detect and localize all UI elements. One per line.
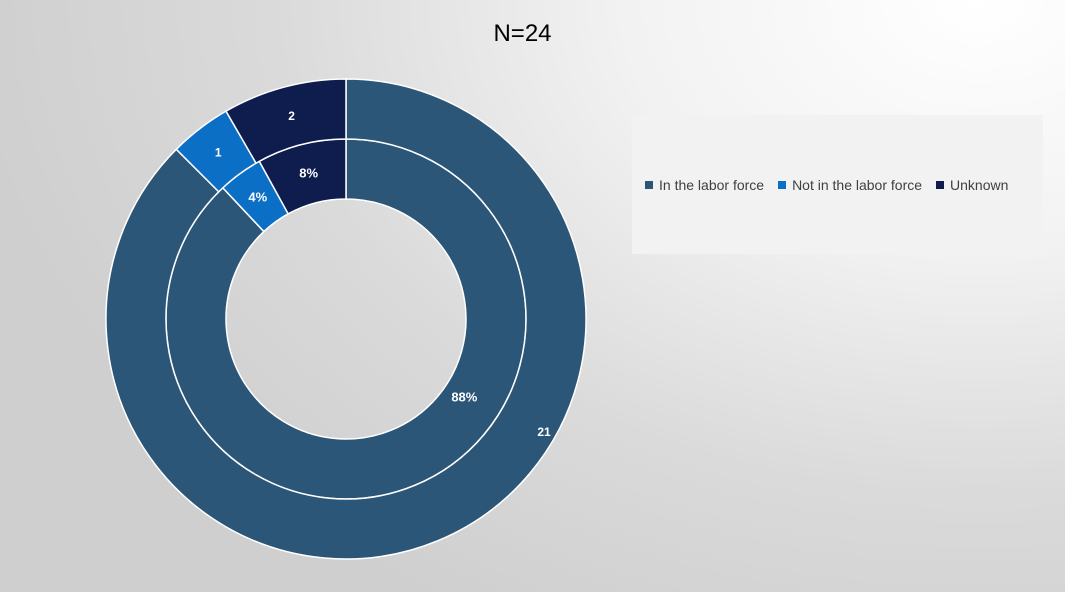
legend-box: [632, 115, 1043, 254]
inner-ring-label-not-in-labor-force: 4%: [248, 190, 267, 205]
legend-label-not-in-labor-force: Not in the labor force: [792, 177, 923, 193]
inner-ring-label-in-labor-force: 88%: [451, 389, 477, 404]
legend-label-in-labor-force: In the labor force: [659, 177, 765, 193]
legend-swatch-unknown: [936, 181, 945, 189]
legend-label-unknown: Unknown: [950, 177, 1009, 193]
legend-item-not-in-labor-force: Not in the labor force: [778, 177, 922, 193]
chart-title: N=24: [493, 20, 552, 47]
legend-item-unknown: Unknown: [936, 177, 1008, 193]
outer-ring-slice-unknown: [224, 78, 347, 165]
outer-ring-label-unknown: 2: [288, 109, 295, 123]
legend-swatch-not-in-labor-force: [778, 181, 787, 189]
legend-swatch-in-labor-force: [645, 181, 653, 189]
outer-ring-label-not-in-labor-force: 1: [215, 145, 222, 159]
outer-ring-label-in-labor-force: 21: [537, 425, 551, 439]
outer-ring-slice-in-labor-force: [105, 78, 587, 560]
legend: In the labor force Not in the labor forc…: [645, 177, 1008, 193]
inner-ring-label-unknown: 8%: [299, 166, 318, 181]
legend-item-in-labor-force: In the labor force: [645, 177, 764, 193]
